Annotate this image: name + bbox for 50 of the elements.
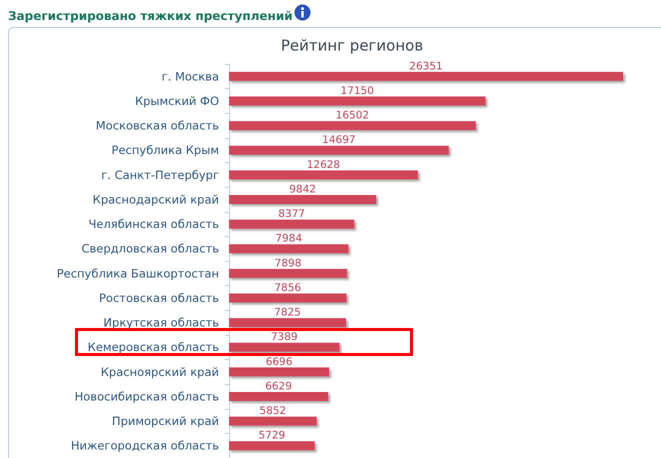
bar bbox=[229, 268, 348, 278]
bar bbox=[229, 416, 316, 426]
bar bbox=[229, 318, 346, 328]
data-label: 8377 bbox=[278, 208, 305, 220]
y-tick-label: Свердловская область bbox=[81, 242, 220, 256]
data-label: 12628 bbox=[306, 158, 340, 171]
bar bbox=[229, 96, 486, 106]
data-label: 17150 bbox=[340, 84, 374, 97]
data-label: 26351 bbox=[409, 60, 443, 72]
bar bbox=[229, 293, 346, 302]
bar bbox=[229, 72, 623, 81]
bar bbox=[229, 367, 330, 376]
y-tick-label: Красноярский край bbox=[100, 364, 219, 379]
data-label: 7389 bbox=[270, 331, 298, 344]
y-tick-label: Кемеровская область bbox=[88, 340, 220, 354]
data-label: 6629 bbox=[265, 380, 292, 392]
data-label: 5852 bbox=[259, 405, 286, 418]
y-tick-label: г. Москва bbox=[162, 69, 219, 84]
bar bbox=[229, 170, 418, 180]
y-tick-label: Новосибирская область bbox=[74, 389, 220, 404]
bar bbox=[229, 342, 340, 352]
y-tick-label: Московская область bbox=[96, 118, 220, 133]
data-label: 7898 bbox=[274, 257, 302, 270]
y-tick-label: Республика Башкортостан bbox=[56, 266, 219, 280]
bar bbox=[229, 244, 348, 254]
y-tick-label: Приморский край bbox=[112, 414, 219, 428]
data-label: 14697 bbox=[322, 134, 356, 146]
bar bbox=[229, 121, 476, 130]
data-label: 7856 bbox=[274, 282, 302, 294]
data-label: 9842 bbox=[289, 183, 316, 196]
bar bbox=[229, 194, 376, 204]
bar bbox=[229, 441, 315, 450]
y-tick-label: Нижегородская область bbox=[70, 438, 220, 453]
bar bbox=[229, 146, 449, 155]
y-tick-label: Челябинская область bbox=[88, 217, 220, 232]
y-tick-label: Крымский ФО bbox=[134, 94, 219, 108]
data-label: 6696 bbox=[266, 356, 293, 368]
y-tick-label: Иркутская область bbox=[103, 316, 220, 330]
y-tick-label: Ростовская область bbox=[98, 290, 220, 305]
bar bbox=[229, 392, 328, 401]
bar bbox=[229, 220, 354, 229]
data-label: 7825 bbox=[274, 306, 301, 319]
y-tick-label: Краснодарский край bbox=[92, 192, 219, 206]
y-tick-label: Республика Крым bbox=[112, 143, 219, 158]
data-label: 5729 bbox=[258, 430, 286, 442]
y-tick-label: г. Санкт-Петербург bbox=[101, 168, 219, 182]
data-label: 16502 bbox=[336, 110, 370, 122]
data-label: 7984 bbox=[275, 232, 302, 245]
chart-subtitle: Рейтинг регионов bbox=[280, 36, 424, 54]
chart-title: Зарегистрировано тяжких преступлений bbox=[8, 9, 293, 23]
